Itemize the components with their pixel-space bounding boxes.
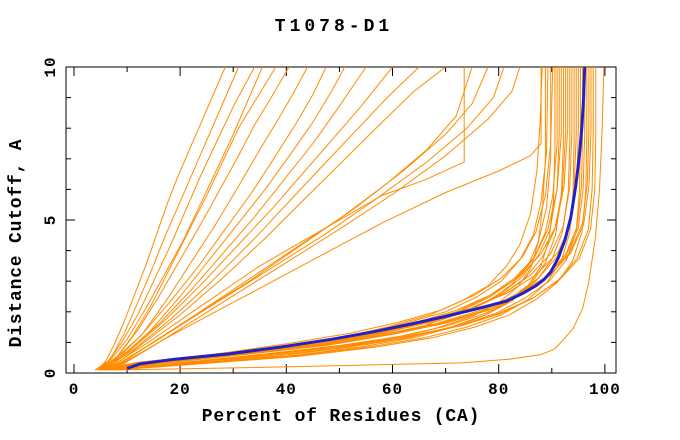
- model-curve: [108, 67, 584, 371]
- model-curve: [110, 67, 542, 371]
- x-tick-label: 60: [382, 381, 403, 399]
- highlight-curve: [126, 66, 587, 370]
- model-curve: [100, 66, 239, 371]
- model-curve: [108, 66, 446, 371]
- model-curve: [111, 67, 594, 371]
- series-layer: [94, 66, 605, 371]
- model-curve: [111, 67, 581, 371]
- model-curve: [103, 67, 558, 371]
- model-curve: [100, 66, 290, 371]
- model-curve: [97, 66, 554, 371]
- y-tick-label: 0: [42, 368, 60, 379]
- model-curve: [102, 66, 277, 371]
- model-curve: [108, 67, 560, 371]
- model-curve: [97, 66, 263, 371]
- model-curve: [105, 66, 393, 371]
- model-curve: [116, 67, 575, 371]
- model-curve: [97, 66, 226, 371]
- x-axis-label: Percent of Residues (CA): [202, 407, 480, 427]
- x-tick-label: 0: [69, 381, 80, 399]
- model-curve: [100, 67, 562, 371]
- model-curve: [105, 67, 597, 371]
- y-axis-label: Distance Cutoff, A: [7, 139, 27, 348]
- model-curve: [97, 66, 327, 371]
- model-curve: [113, 66, 521, 371]
- y-tick-label: 10: [42, 56, 60, 77]
- model-curve: [102, 66, 420, 371]
- y-tick-label: 5: [42, 215, 60, 226]
- model-curve: [105, 67, 577, 371]
- model-curve: [103, 67, 586, 371]
- x-tick-label: 40: [276, 381, 297, 399]
- model-curve: [108, 66, 505, 371]
- x-tick-label: 20: [169, 381, 190, 399]
- model-curve: [116, 66, 605, 371]
- chart-title: T1078-D1: [275, 17, 393, 37]
- model-curve: [100, 66, 367, 371]
- x-tick-label: 100: [589, 381, 621, 399]
- x-tick-label: 80: [488, 381, 509, 399]
- model-curve: [94, 66, 255, 371]
